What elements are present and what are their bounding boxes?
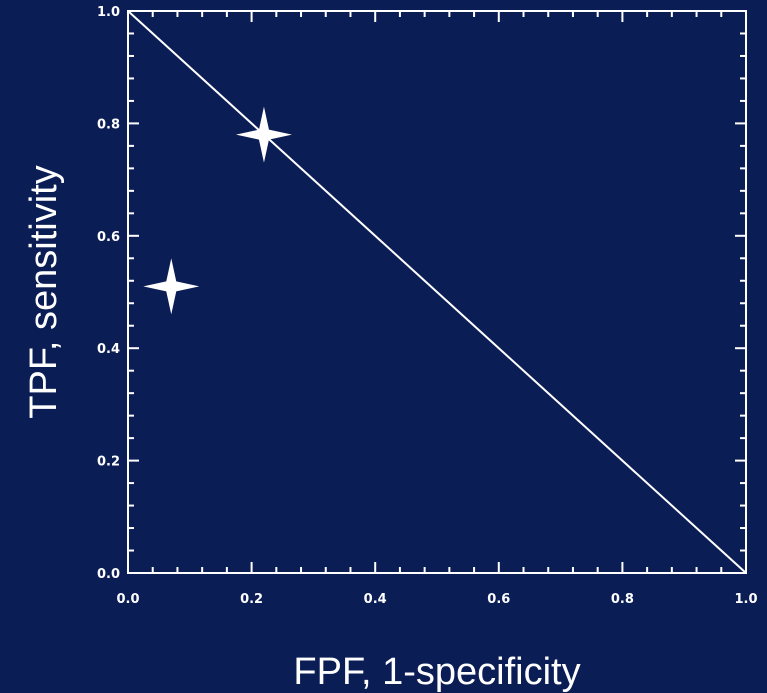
star-data-point [235, 106, 292, 163]
x-tick-label: 0.2 [240, 592, 263, 607]
y-tick-label: 0.0 [97, 567, 120, 582]
x-tick-label: 0.6 [487, 592, 510, 607]
y-tick-label: 0.2 [97, 455, 120, 470]
x-tick-label: 0.4 [364, 592, 387, 607]
reference-diagonal-line [127, 10, 747, 574]
plot-frame [127, 10, 747, 574]
y-tick-label: 0.8 [97, 117, 120, 132]
y-axis-label: TPF, sensitivity [23, 165, 65, 418]
star-data-point [143, 258, 200, 315]
tick-labels: 0.0 0.2 0.4 0.6 0.8 1.0 0.0 0.2 0.4 0.6 0.8 1.0 [97, 5, 758, 607]
y-tick-label: 1.0 [97, 5, 120, 20]
x-tick-label: 0.0 [116, 592, 139, 607]
tick-marks [127, 10, 747, 574]
x-tick-label: 0.8 [611, 592, 634, 607]
y-tick-label: 0.6 [97, 230, 120, 245]
x-tick-label: 1.0 [734, 592, 757, 607]
y-tick-label: 0.4 [97, 342, 120, 357]
x-axis-label: FPF, 1-specificity [293, 651, 580, 693]
data-points [143, 106, 292, 315]
